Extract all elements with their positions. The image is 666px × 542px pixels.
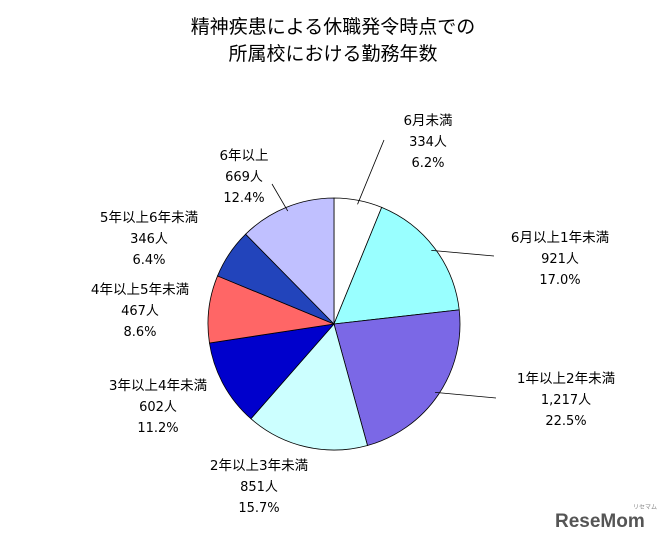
pie-slices [207,197,461,451]
chart-title: 精神疾患による休職発令時点での 所属校における勤務年数 [191,16,475,65]
slice-count-label: 851人 [240,480,278,495]
watermark-text: ReseMom [555,511,645,532]
pie-slice [333,206,460,325]
resemom-logo: ReseMom リセマム [555,504,657,532]
pie-slice [333,309,461,446]
slice-category-label: 6年以上 [219,148,268,164]
slice-percent-label: 12.4% [223,191,264,206]
chart-title-line-2: 所属校における勤務年数 [228,43,437,65]
pie-slice [250,323,368,451]
chart-title-line-1: 精神疾患による休職発令時点での [191,16,475,38]
slice-count-label: 669人 [225,170,263,185]
slice-percent-label: 15.7% [238,501,279,516]
leader-line [357,139,385,205]
slice-category-label: 3年以上4年未満 [109,378,207,394]
slice-category-label: 4年以上5年未満 [91,282,189,298]
pie-slice [245,197,335,325]
slice-category-label: 6月未満 [403,113,452,129]
slice-category-label: 2年以上3年未満 [210,458,308,474]
slice-labels: 6月未満 334人 6.2% 6月以上1年未満 921人 17.0% 1年以上2年未満 1,2… [91,113,615,516]
slice-percent-label: 6.2% [411,156,444,171]
slice-percent-label: 11.2% [137,421,178,436]
slice-category-label: 1年以上2年未満 [517,371,615,387]
slice-percent-label: 17.0% [539,273,580,288]
slice-count-label: 467人 [121,304,159,319]
leader-line [431,250,495,257]
slice-percent-label: 6.4% [132,253,165,268]
leader-line [271,183,289,212]
watermark-ribbon-text: リセマム [633,504,657,511]
slice-category-label: 6月以上1年未満 [511,230,609,246]
leader-lines [271,139,497,399]
slice-count-label: 1,217人 [541,393,591,408]
leader-line [435,391,497,399]
slice-count-label: 334人 [409,135,447,150]
slice-count-label: 346人 [130,232,168,247]
slice-percent-label: 22.5% [545,414,586,429]
slice-count-label: 921人 [541,252,579,267]
slice-category-label: 5年以上6年未満 [100,210,198,226]
slice-count-label: 602人 [139,400,177,415]
pie-slice [208,323,336,420]
slice-percent-label: 8.6% [123,325,156,340]
